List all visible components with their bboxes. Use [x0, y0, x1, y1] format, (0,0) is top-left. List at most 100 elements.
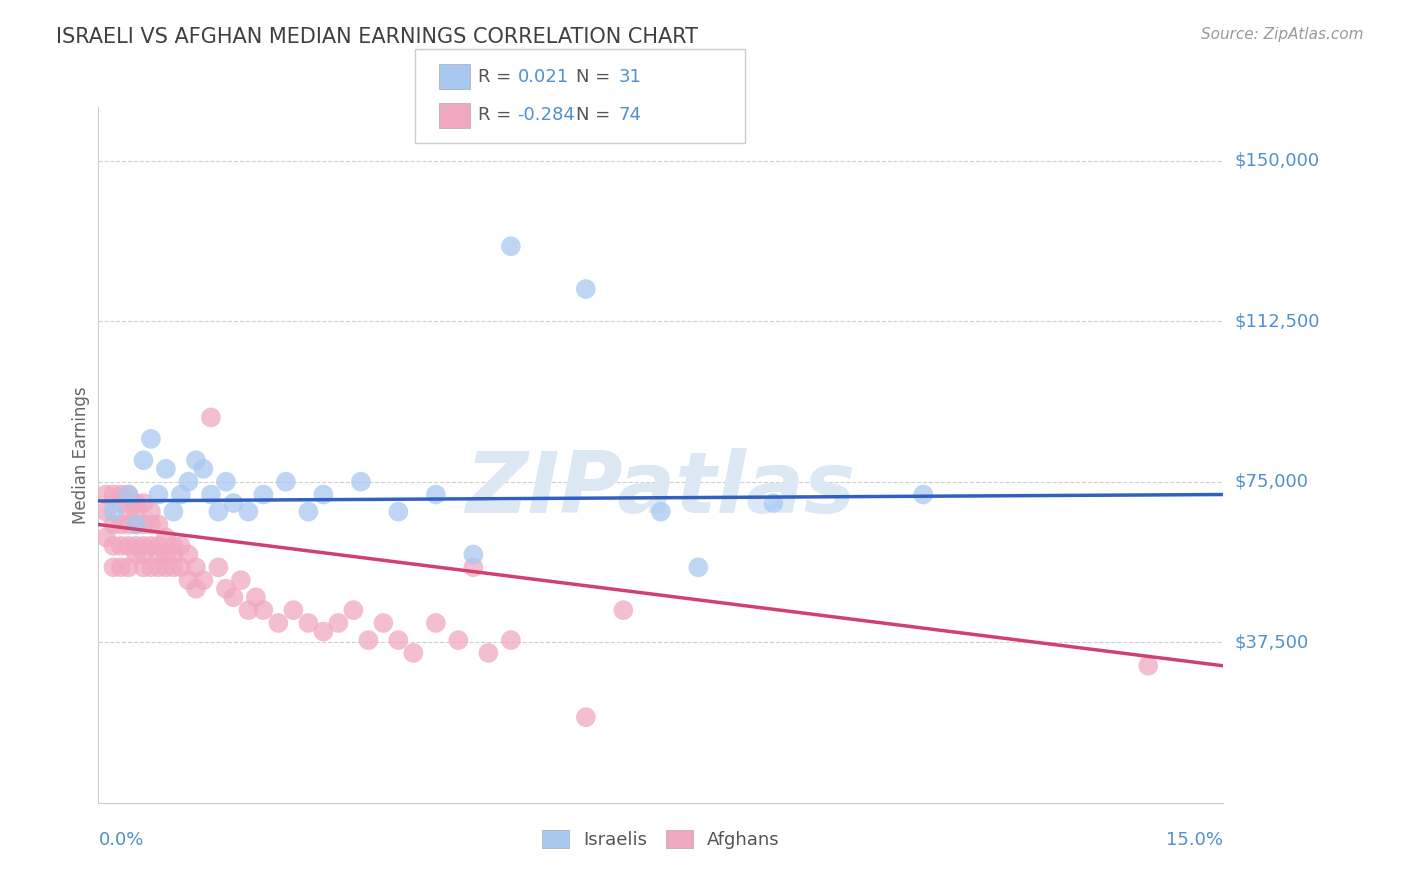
Text: $75,000: $75,000: [1234, 473, 1309, 491]
Point: [447, 633, 470, 648]
Point: [94, 530, 117, 544]
Point: [350, 475, 373, 489]
Point: [425, 615, 447, 630]
Point: [110, 496, 132, 510]
Point: [103, 505, 125, 519]
Point: [229, 573, 252, 587]
Point: [207, 560, 229, 574]
Text: ISRAELI VS AFGHAN MEDIAN EARNINGS CORRELATION CHART: ISRAELI VS AFGHAN MEDIAN EARNINGS CORREL…: [56, 27, 699, 46]
Point: [162, 560, 184, 574]
Point: [575, 282, 598, 296]
Point: [148, 539, 170, 553]
Point: [912, 487, 935, 501]
Point: [762, 496, 785, 510]
Point: [94, 505, 117, 519]
Point: [139, 539, 162, 553]
Point: [177, 548, 200, 562]
Point: [328, 615, 350, 630]
Point: [170, 560, 193, 574]
Point: [283, 603, 305, 617]
Y-axis label: Median Earnings: Median Earnings: [72, 386, 90, 524]
Point: [148, 548, 170, 562]
Point: [387, 633, 409, 648]
Point: [297, 505, 319, 519]
Point: [103, 539, 125, 553]
Point: [463, 560, 485, 574]
Legend: Israelis, Afghans: Israelis, Afghans: [534, 822, 787, 856]
Point: [612, 603, 634, 617]
Point: [222, 591, 245, 605]
Point: [499, 239, 522, 253]
Point: [125, 548, 148, 562]
Text: $112,500: $112,500: [1234, 312, 1320, 330]
Point: [162, 505, 184, 519]
Point: [297, 615, 319, 630]
Point: [238, 505, 260, 519]
Point: [155, 548, 177, 562]
Point: [110, 539, 132, 553]
Point: [357, 633, 380, 648]
Point: [477, 646, 499, 660]
Point: [132, 496, 155, 510]
Point: [215, 475, 238, 489]
Point: [238, 603, 260, 617]
Point: [139, 432, 162, 446]
Point: [177, 475, 200, 489]
Point: [252, 487, 274, 501]
Point: [170, 539, 193, 553]
Point: [132, 453, 155, 467]
Text: 0.021: 0.021: [517, 68, 568, 86]
Point: [125, 517, 148, 532]
Text: R =: R =: [478, 68, 517, 86]
Point: [103, 517, 125, 532]
Point: [312, 487, 335, 501]
Point: [200, 410, 222, 425]
Point: [184, 582, 207, 596]
Text: Source: ZipAtlas.com: Source: ZipAtlas.com: [1201, 27, 1364, 42]
Point: [1137, 658, 1160, 673]
Text: $37,500: $37,500: [1234, 633, 1309, 651]
Point: [110, 487, 132, 501]
Text: $150,000: $150,000: [1234, 152, 1319, 169]
Point: [274, 475, 297, 489]
Point: [162, 539, 184, 553]
Point: [193, 573, 215, 587]
Point: [155, 462, 177, 476]
Point: [245, 591, 267, 605]
Text: -0.284: -0.284: [517, 106, 575, 124]
Point: [103, 487, 125, 501]
Point: [139, 517, 162, 532]
Point: [170, 487, 193, 501]
Point: [148, 517, 170, 532]
Text: 74: 74: [619, 106, 641, 124]
Point: [688, 560, 710, 574]
Point: [463, 548, 485, 562]
Point: [312, 624, 335, 639]
Point: [148, 560, 170, 574]
Point: [117, 505, 139, 519]
Point: [139, 560, 162, 574]
Point: [207, 505, 229, 519]
Point: [499, 633, 522, 648]
Text: 15.0%: 15.0%: [1166, 830, 1223, 848]
Point: [132, 560, 155, 574]
Point: [139, 505, 162, 519]
Point: [252, 603, 274, 617]
Point: [575, 710, 598, 724]
Point: [342, 603, 364, 617]
Point: [193, 462, 215, 476]
Point: [110, 560, 132, 574]
Point: [103, 560, 125, 574]
Point: [117, 517, 139, 532]
Text: N =: N =: [576, 106, 616, 124]
Text: 0.0%: 0.0%: [98, 830, 143, 848]
Point: [125, 505, 148, 519]
Point: [402, 646, 425, 660]
Text: 31: 31: [619, 68, 641, 86]
Point: [117, 560, 139, 574]
Point: [267, 615, 290, 630]
Point: [222, 496, 245, 510]
Text: N =: N =: [576, 68, 616, 86]
Text: ZIPatlas: ZIPatlas: [465, 448, 856, 532]
Point: [132, 517, 155, 532]
